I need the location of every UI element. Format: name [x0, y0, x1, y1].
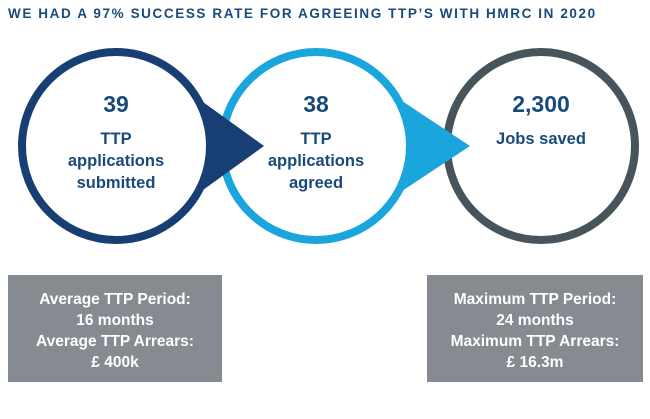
- arrow-pointer-light-blue: [396, 97, 470, 195]
- stat-agreed: 38 TTP applications agreed: [226, 90, 406, 194]
- stat-number: 38: [303, 91, 329, 117]
- maximum-arrears-value: £ 16.3m: [506, 354, 564, 371]
- maximum-period-value: 24 months: [496, 312, 574, 329]
- average-arrears-value: £ 400k: [91, 354, 139, 371]
- maximum-arrears-label: Maximum TTP Arrears:: [450, 333, 620, 350]
- maximum-ttp-box: Maximum TTP Period: 24 months Maximum TT…: [427, 275, 643, 382]
- average-ttp-box: Average TTP Period: 16 months Average TT…: [8, 275, 222, 382]
- stat-number: 39: [103, 91, 129, 117]
- arrow-pointer-dark-blue: [196, 97, 264, 195]
- stat-label: TTP applications submitted: [67, 130, 165, 192]
- stat-submitted: 39 TTP applications submitted: [26, 90, 206, 194]
- maximum-period-label: Maximum TTP Period:: [453, 291, 617, 308]
- stat-jobs-saved: 2,300 Jobs saved: [451, 90, 631, 150]
- average-period-label: Average TTP Period:: [39, 291, 191, 308]
- headline: WE HAD A 97% SUCCESS RATE FOR AGREEING T…: [8, 6, 597, 21]
- stat-label: TTP applications agreed: [267, 130, 365, 192]
- stat-label: Jobs saved: [496, 130, 586, 148]
- average-period-value: 16 months: [76, 312, 154, 329]
- average-arrears-label: Average TTP Arrears:: [36, 333, 194, 350]
- stat-number: 2,300: [512, 91, 570, 117]
